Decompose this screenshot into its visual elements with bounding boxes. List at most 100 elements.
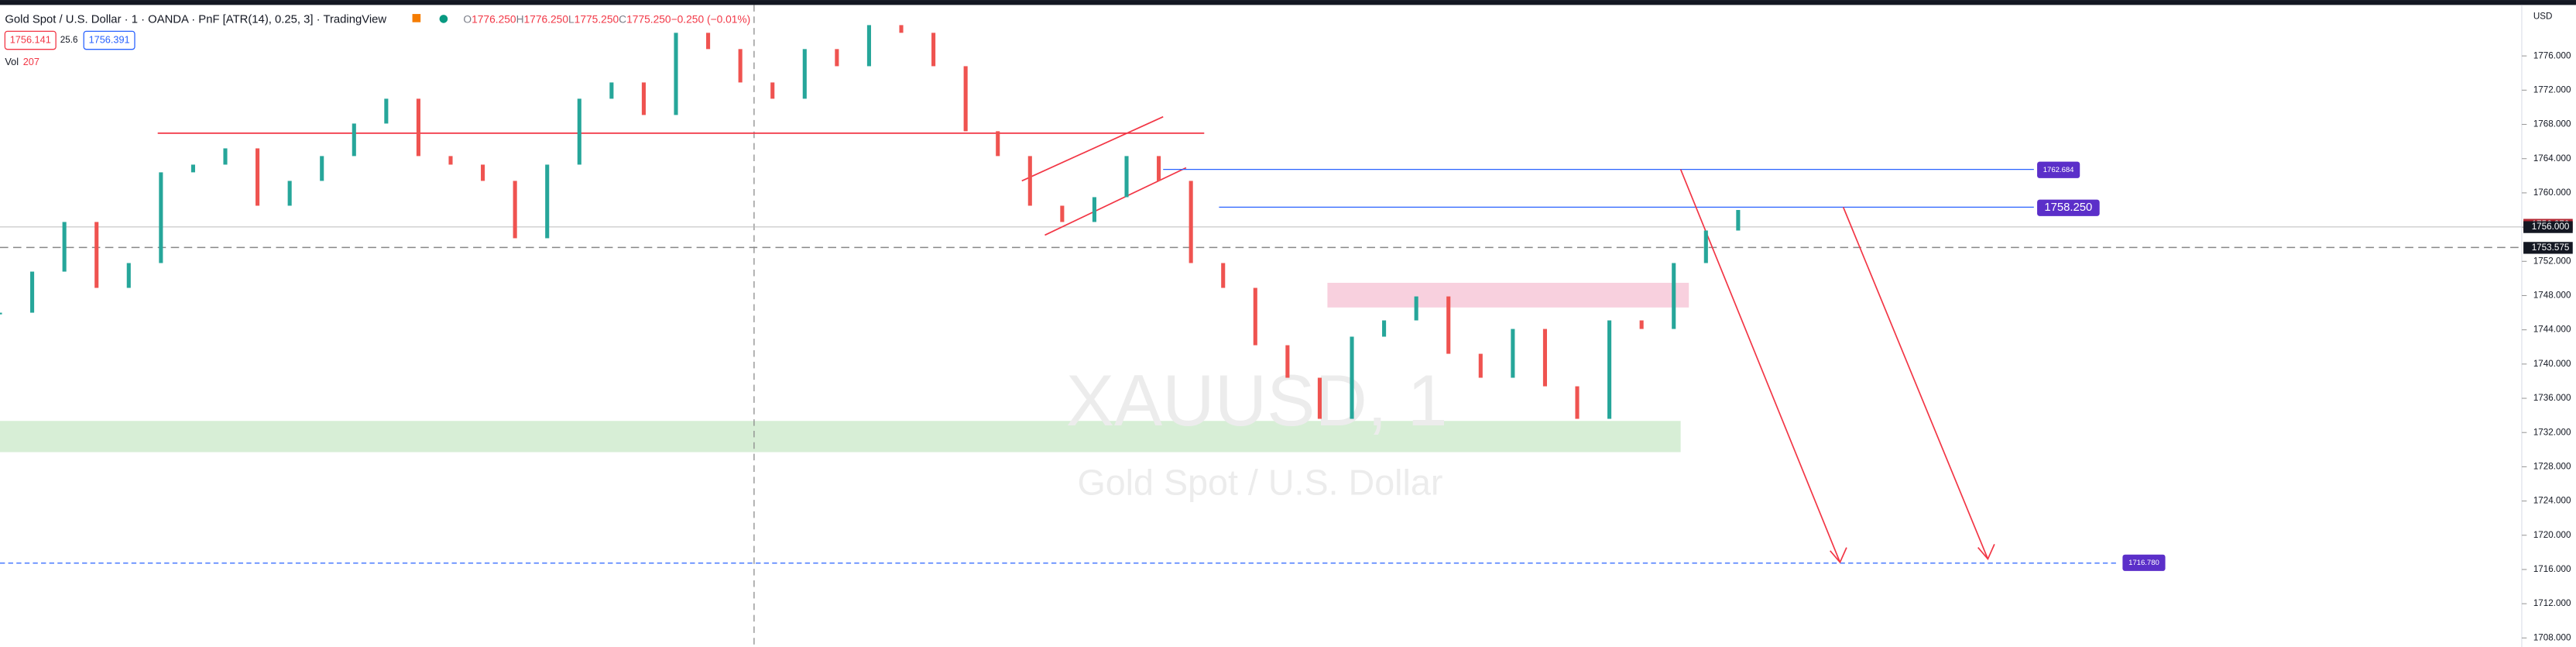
market-status	[439, 15, 448, 23]
tick-label: 1724.000	[2533, 496, 2571, 506]
watermark-name: Gold Spot / U.S. Dollar	[1077, 462, 1442, 502]
watermark-symbol: XAUUSD, 1	[1066, 360, 1448, 441]
flag	[412, 14, 421, 22]
candle	[674, 33, 678, 115]
candle	[1124, 156, 1129, 198]
candle	[30, 271, 35, 313]
candle	[320, 156, 324, 181]
ohlc-value: 1775.250	[575, 13, 619, 25]
arrow	[1842, 207, 1989, 559]
channel-top	[1021, 115, 1164, 182]
candle	[545, 164, 550, 239]
candle	[577, 98, 581, 165]
bid: 1756.141	[10, 33, 51, 45]
top-bar	[0, 0, 2576, 5]
candle	[223, 148, 228, 165]
tick-label: 1732.000	[2533, 427, 2571, 437]
candle	[94, 222, 99, 288]
currency: USD	[2533, 11, 2553, 21]
candle	[448, 156, 453, 165]
candle	[1575, 386, 1580, 419]
candle	[481, 164, 485, 181]
candle	[1736, 210, 1741, 231]
ask-box[interactable]	[83, 30, 135, 50]
tick-label: 1744.000	[2533, 325, 2571, 335]
annotation-box	[2037, 199, 2100, 216]
candle	[0, 312, 2, 315]
candle	[159, 172, 163, 263]
tick-label: 1720.000	[2533, 530, 2571, 540]
candle	[1639, 320, 1644, 329]
candle	[1672, 263, 1676, 329]
candle	[1607, 320, 1612, 419]
candle	[513, 181, 517, 239]
spread: 25.6	[60, 35, 78, 45]
arrow-head	[1977, 544, 1995, 561]
candle	[384, 98, 389, 124]
ohlc-label: H	[516, 13, 524, 25]
price-axis: 1708.000 1712.000 1716.000 1720.000 1724.000…	[2521, 50, 2573, 642]
tick-label: 1772.000	[2533, 84, 2571, 95]
tick-label: 1716.000	[2533, 564, 2571, 574]
arrows	[1679, 169, 1995, 564]
candles	[0, 25, 1741, 419]
ohlc-label: L	[568, 13, 575, 25]
candle	[1027, 156, 1032, 206]
candle	[1285, 345, 1290, 378]
ohlc-label: C	[619, 13, 626, 25]
candle	[835, 49, 839, 67]
tick-label: 1708.000	[2533, 632, 2571, 642]
candle	[1350, 336, 1354, 419]
tick-label: 1736.000	[2533, 393, 2571, 403]
ohlc-value: 1776.250	[472, 13, 516, 25]
candle	[770, 82, 775, 99]
ohlc-label: O	[463, 13, 472, 25]
candle	[1478, 353, 1483, 378]
candle	[866, 25, 871, 67]
annotation-box	[2122, 554, 2166, 571]
support-zone	[0, 421, 1681, 453]
candle	[802, 49, 807, 99]
tick-label: 1768.000	[2533, 119, 2571, 129]
ohlc-value: 1775.250	[626, 13, 671, 25]
resistance-zone	[1327, 282, 1689, 308]
candle	[1511, 329, 1515, 378]
price-marker	[2523, 221, 2573, 233]
price-marker	[2523, 242, 2573, 254]
candle	[1703, 230, 1708, 263]
candle	[256, 148, 260, 206]
annotation-label: 1758.250	[2044, 201, 2092, 214]
tick-label: 1776.000	[2533, 50, 2571, 60]
candle	[931, 33, 936, 67]
annotation-label: 1716.780	[2128, 559, 2159, 567]
candle	[996, 131, 1000, 157]
candle	[287, 181, 292, 206]
change: −0.250 (−0.01%)	[671, 13, 751, 25]
candle	[1221, 263, 1226, 288]
vol-value: 207	[23, 56, 39, 67]
candle	[1317, 377, 1322, 419]
symbol-title: Gold Spot / U.S. Dollar · 1 · OANDA · Pn…	[5, 13, 386, 26]
annotation-box	[2037, 161, 2080, 178]
tick-label: 1740.000	[2533, 359, 2571, 369]
candle	[738, 49, 743, 83]
vol-label: Vol	[5, 56, 19, 67]
candle	[899, 25, 904, 33]
bid-box[interactable]	[4, 30, 57, 50]
annotation-label: 1762.684	[2043, 166, 2074, 174]
tick-label: 1748.000	[2533, 291, 2571, 301]
candle	[1542, 329, 1547, 387]
candle	[62, 222, 67, 272]
ohlc: O1776.250H1776.250L1775.250C1775.250−0.2…	[463, 13, 750, 25]
candle	[641, 82, 646, 115]
candle	[1157, 156, 1161, 181]
candle	[963, 66, 968, 132]
tick-label: 1764.000	[2533, 153, 2571, 163]
candle	[1414, 296, 1418, 321]
candle	[190, 164, 195, 173]
candle	[1382, 320, 1387, 337]
tick-label: 1752.000	[2533, 256, 2571, 266]
price-marker-label: 1756.000	[2532, 222, 2570, 232]
